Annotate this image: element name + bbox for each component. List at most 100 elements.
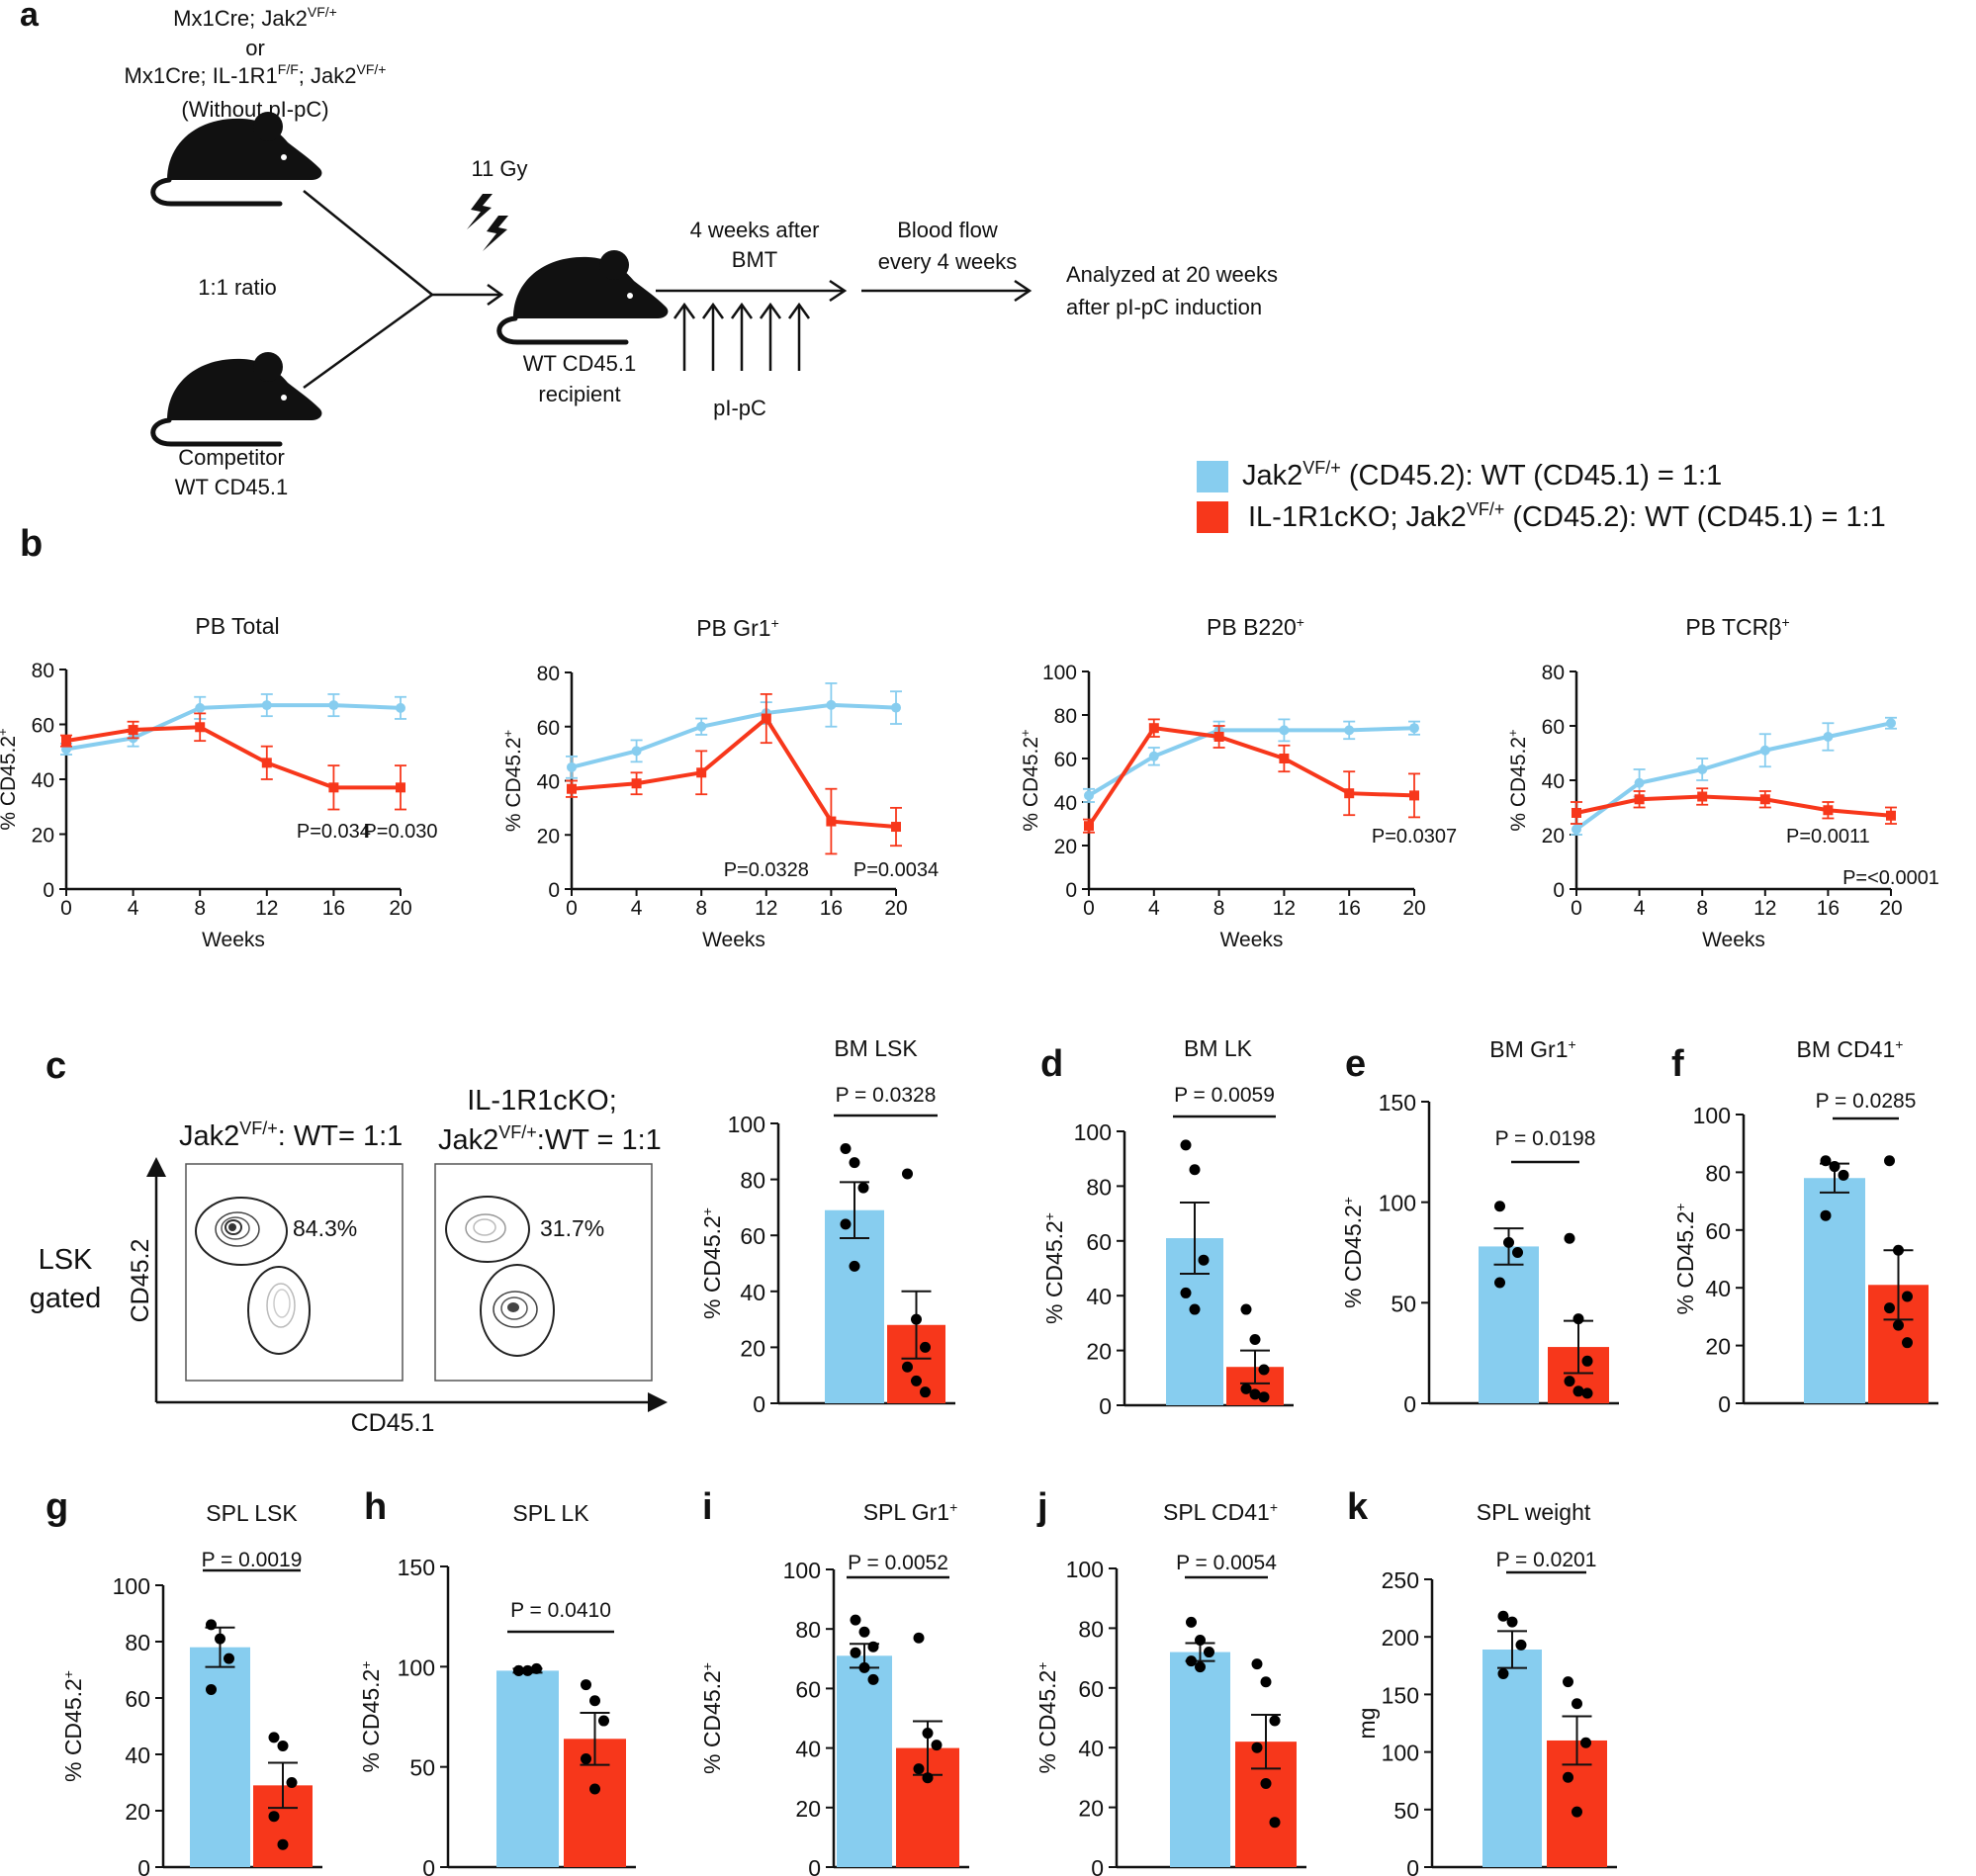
data-point xyxy=(1240,1303,1252,1315)
data-point-wt xyxy=(1084,790,1094,801)
y-axis-label: % CD45.2+ xyxy=(1672,1203,1698,1314)
data-point xyxy=(911,1375,922,1386)
y-axis-label: % CD45.2+ xyxy=(0,728,20,830)
data-point xyxy=(913,1632,925,1644)
line-chart-b3: 0 20 40 60 80 100 0 4 8 12 16 20 Weeks % CD45.2+ PB B2… xyxy=(1018,614,1457,951)
data-point xyxy=(1884,1155,1895,1167)
x-tick-label: 0 xyxy=(1571,897,1582,920)
y-tick-label: 40 xyxy=(537,771,560,794)
p-value-annotation: P=0.0011 xyxy=(1786,826,1870,848)
data-point xyxy=(1581,1387,1593,1399)
y-tick-label: 80 xyxy=(1078,1616,1104,1642)
data-point xyxy=(1563,1771,1573,1783)
line-chart-b2: 0 20 40 60 80 0 4 8 12 16 20 Weeks % CD45.2+ PB Gr1+ P… xyxy=(500,615,939,951)
arrow-up-icon xyxy=(673,302,696,371)
step2-label-line1: Blood flow xyxy=(897,218,998,242)
data-point xyxy=(920,1386,931,1398)
lightning-bolt-icon xyxy=(467,194,493,229)
bar-chart-g: 0 20 40 60 80 100 % CD45.2+ SPL LSK g P = 0.0019 xyxy=(45,1486,322,1876)
data-point xyxy=(1189,1303,1201,1315)
chart-title: BM CD41+ xyxy=(1797,1036,1904,1062)
y-tick-label: 60 xyxy=(1705,1218,1731,1244)
data-point xyxy=(1820,1209,1832,1221)
mouse-icon xyxy=(153,352,322,444)
data-point-ko xyxy=(696,767,707,778)
y-axis-label: % CD45.2+ xyxy=(699,1662,725,1774)
p-value-label: P = 0.0059 xyxy=(1174,1084,1275,1107)
competitor-label-line1: Competitor xyxy=(178,445,285,470)
data-point xyxy=(1503,1236,1514,1248)
y-axis-label: % CD45.2+ xyxy=(699,1207,725,1319)
final-label-line1: Analyzed at 20 weeks xyxy=(1066,262,1278,287)
y-tick-label: 100 xyxy=(728,1112,765,1137)
data-point-ko xyxy=(1344,788,1355,799)
data-point xyxy=(1260,1676,1272,1688)
bar-wt xyxy=(825,1209,884,1403)
data-point xyxy=(589,1695,600,1707)
data-point xyxy=(1893,1319,1904,1331)
data-point-wt xyxy=(195,702,206,713)
data-point-ko xyxy=(1634,794,1645,805)
data-point-wt xyxy=(328,700,339,711)
y-tick-label: 40 xyxy=(1078,1736,1104,1761)
y-tick-label: 100 xyxy=(783,1558,821,1583)
x-axis-label: Weeks xyxy=(1702,929,1765,951)
panel-letter-j: j xyxy=(1036,1486,1048,1528)
flow-plot2-title-line2: Jak2VF/+:WT = 1:1 xyxy=(438,1122,662,1156)
data-point-wt xyxy=(1697,764,1708,774)
data-point xyxy=(1564,1376,1575,1387)
series-line-wt xyxy=(65,703,402,752)
p-value-annotation: P=0.0328 xyxy=(724,859,809,881)
data-point xyxy=(858,1661,870,1673)
data-point-wt xyxy=(1823,732,1834,742)
data-point xyxy=(850,1647,861,1658)
x-tick-label: 12 xyxy=(1753,897,1776,920)
data-point xyxy=(1251,1742,1263,1753)
p-value-annotation: P=0.030 xyxy=(363,821,437,843)
data-point-ko xyxy=(891,822,901,833)
donor-genotype-line3: Mx1Cre; IL-1R1F/F; Jak2VF/+ xyxy=(125,61,387,88)
panel-letter-i: i xyxy=(702,1486,713,1528)
x-tick-label: 0 xyxy=(1083,897,1095,920)
data-point-ko xyxy=(1759,794,1770,805)
x-tick-label: 8 xyxy=(695,897,707,920)
recipient-label-line1: WT CD45.1 xyxy=(523,351,637,376)
x-tick-label: 4 xyxy=(1148,897,1160,920)
data-point xyxy=(268,1811,280,1823)
data-point xyxy=(206,1619,217,1631)
y-axis-label: % CD45.2+ xyxy=(1034,1661,1060,1773)
x-tick-label: 20 xyxy=(1879,897,1902,920)
y-tick-label: 20 xyxy=(1705,1334,1731,1360)
y-tick-label: 20 xyxy=(537,825,560,848)
y-tick-label: 50 xyxy=(409,1755,435,1781)
x-tick-label: 20 xyxy=(389,897,411,920)
arrow-right-icon xyxy=(861,279,1033,303)
data-point xyxy=(1506,1616,1518,1628)
arrow-right-icon xyxy=(656,279,848,303)
data-point xyxy=(513,1664,524,1676)
bar-chart-e: 0 50 100 150 % CD45.2+ BM Gr1+ e P = 0.0198 xyxy=(1340,1036,1619,1417)
p-value-annotation: P=0.0307 xyxy=(1372,826,1457,848)
y-tick-label: 20 xyxy=(1086,1339,1112,1365)
y-axis-label: % CD45.2+ xyxy=(1505,729,1530,831)
y-tick-label: 20 xyxy=(32,825,54,848)
data-point-wt xyxy=(696,721,707,732)
data-point-wt xyxy=(261,700,272,711)
data-point-ko xyxy=(1572,808,1581,818)
chart-title: SPL Gr1+ xyxy=(863,1499,958,1525)
data-point xyxy=(1572,1806,1582,1818)
data-point xyxy=(1512,1247,1523,1258)
y-tick-label: 100 xyxy=(1066,1557,1104,1582)
data-point-ko xyxy=(128,725,138,736)
data-point xyxy=(1497,1610,1509,1622)
arrow-up-icon xyxy=(146,1157,166,1177)
y-axis-label: % CD45.2+ xyxy=(60,1670,86,1782)
data-point xyxy=(913,1763,925,1775)
y-tick-label: 20 xyxy=(125,1799,150,1825)
chart-title: BM LK xyxy=(1184,1035,1253,1061)
data-point xyxy=(840,1218,852,1230)
data-point-ko xyxy=(195,722,206,733)
y-tick-label: 0 xyxy=(1553,879,1565,902)
p-value-label: P = 0.0328 xyxy=(836,1084,937,1107)
